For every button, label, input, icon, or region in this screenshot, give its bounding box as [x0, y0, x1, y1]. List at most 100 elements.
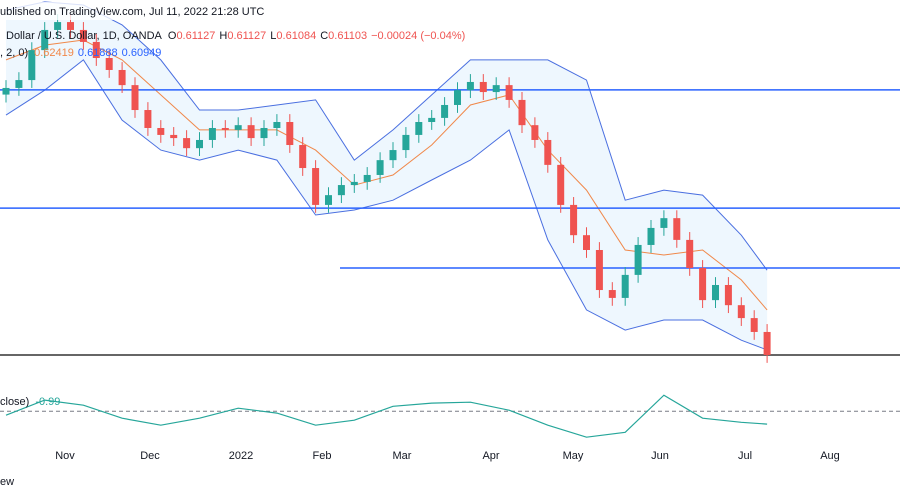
candle-body — [505, 85, 513, 100]
ohlc-value: 0.61103 — [328, 30, 367, 42]
candle-body — [402, 134, 410, 151]
x-tick-label: Nov — [55, 450, 75, 462]
candle-body — [170, 134, 178, 139]
candle-body — [350, 181, 358, 186]
ohlc-label: L — [270, 30, 276, 42]
x-tick-label: Jun — [651, 450, 669, 462]
candle-body — [273, 122, 281, 128]
candle-body — [660, 218, 668, 228]
candle-body — [479, 81, 487, 93]
bb-label: , 2, 0) — [0, 47, 28, 59]
candle-body — [183, 138, 191, 149]
x-tick-label: Apr — [482, 450, 499, 462]
ohlc-value: 0.61127 — [176, 30, 215, 42]
symbol-name: Dollar / U.S. Dollar, 1D, OANDA — [6, 30, 163, 42]
candle-body — [376, 160, 384, 175]
candle-body — [54, 22, 62, 30]
footer: ew — [0, 476, 14, 488]
ohlc-label: O — [168, 30, 177, 42]
candle-body — [286, 122, 294, 146]
legend: ublished on TradingView.com, Jul 11, 202… — [0, 2, 465, 408]
candle-body — [647, 227, 655, 245]
candle-body — [67, 22, 74, 30]
candle-body — [583, 235, 590, 250]
candle-body — [570, 204, 578, 236]
x-tick-label: Mar — [393, 450, 412, 462]
oscillator-value: -0.99 — [35, 396, 60, 408]
candle-body — [312, 168, 320, 205]
candle-body — [234, 125, 242, 130]
candle-body — [28, 50, 36, 81]
candle-body — [299, 145, 307, 169]
bb-legend: , 2, 0) 0.62419 0.61888 0.60949 — [0, 47, 161, 59]
ohlc-label: C — [320, 30, 328, 42]
candle-body — [41, 29, 49, 51]
candle-body — [737, 305, 745, 319]
candle-body — [634, 244, 642, 275]
candle-body — [363, 174, 371, 182]
oscillator-legend: close) -0.99 — [0, 396, 60, 408]
symbol: Dollar / U.S. Dollar, 1D, OANDA O0.61127 H… — [6, 30, 465, 42]
candle-body — [595, 249, 603, 291]
bb-basis — [5, 39, 768, 311]
x-tick-label: Jul — [738, 450, 752, 462]
candle-body — [466, 81, 474, 91]
x-tick-label: May — [563, 450, 584, 462]
bb-upper — [5, 1, 768, 271]
candle-body — [118, 69, 126, 86]
oscillator-line — [5, 394, 768, 438]
candle-body — [247, 125, 255, 139]
candle-body — [337, 185, 345, 196]
ohlc-change: −0.00024 (−0.04%) — [371, 30, 465, 42]
bb-value: 0.60949 — [122, 47, 162, 59]
candle-body — [699, 267, 707, 301]
candle-body — [763, 331, 771, 355]
candle-body — [131, 85, 139, 111]
candle-body — [144, 110, 152, 128]
candle-body — [686, 239, 694, 268]
plot-area: Nov Dec 2022 Feb Mar Apr May Jun Jul Aug — [0, 1, 900, 462]
x-tick-label: Aug — [820, 450, 840, 462]
candle-body — [531, 125, 539, 140]
x-tick-label: Dec — [140, 450, 160, 462]
candle-body — [750, 318, 758, 332]
candle-body — [415, 122, 423, 135]
candle-body — [389, 150, 397, 161]
candle-body — [2, 87, 10, 95]
candle-body — [79, 29, 87, 42]
candle-body — [712, 284, 719, 301]
ohlc-value: 0.61084 — [276, 30, 316, 42]
bb-value: 0.61888 — [78, 47, 118, 59]
candle-body — [92, 41, 100, 59]
candle-body — [724, 284, 732, 306]
candle-body — [518, 99, 526, 126]
x-tick-label: Feb — [313, 450, 332, 462]
candle-body — [621, 274, 629, 298]
ohlc-value: 0.61127 — [227, 30, 266, 42]
candle-body — [673, 218, 681, 240]
bb-lower — [5, 59, 768, 351]
candle-body — [428, 117, 436, 123]
candle-body — [608, 290, 616, 298]
band-fill — [6, 1, 768, 350]
candle-body — [105, 58, 113, 70]
candle-body — [557, 164, 565, 205]
x-tick-label: 2022 — [229, 450, 253, 462]
candle-body — [325, 195, 332, 205]
candle-body — [208, 127, 216, 140]
legend-bg — [0, 2, 262, 20]
candle-body — [260, 127, 268, 139]
candle-body — [15, 80, 23, 88]
candle-body — [441, 104, 449, 118]
candle-body — [492, 85, 500, 93]
chart-title: ublished on TradingView.com, Jul 11, 202… — [0, 6, 264, 18]
bb-value: 0.62419 — [34, 47, 74, 59]
ohlc-label: H — [219, 30, 227, 42]
candle-body — [454, 90, 461, 105]
candle-body — [157, 127, 165, 135]
oscillator-label: close) — [0, 396, 29, 408]
candle-body — [196, 139, 203, 149]
candle-body — [544, 139, 552, 165]
